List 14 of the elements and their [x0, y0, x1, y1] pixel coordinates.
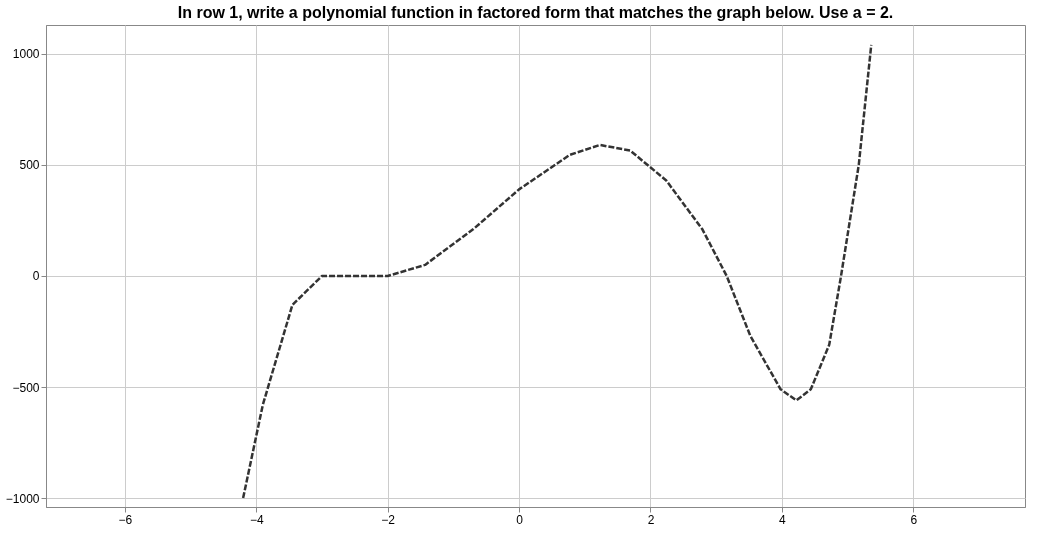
- y-tick-label: −1000: [5, 491, 40, 506]
- x-tick-label: −6: [118, 512, 133, 527]
- y-tick-label: 500: [19, 158, 40, 173]
- x-tick-label: −4: [249, 512, 264, 527]
- chart-title: In row 1, write a polynomial function in factored form that matches the graph below. Use a = 2.: [177, 4, 894, 21]
- x-tick-label: −2: [381, 512, 396, 527]
- x-tick-label: 6: [910, 512, 918, 527]
- line-series: [241, 43, 873, 500]
- y-tick-label: 0: [32, 269, 40, 284]
- x-tick-label: 4: [779, 512, 787, 527]
- x-tick-label: 0: [516, 512, 524, 527]
- x-tick-label: 2: [647, 512, 655, 527]
- y-tick-label: 1000: [12, 47, 40, 62]
- y-tick-label: −500: [12, 380, 40, 395]
